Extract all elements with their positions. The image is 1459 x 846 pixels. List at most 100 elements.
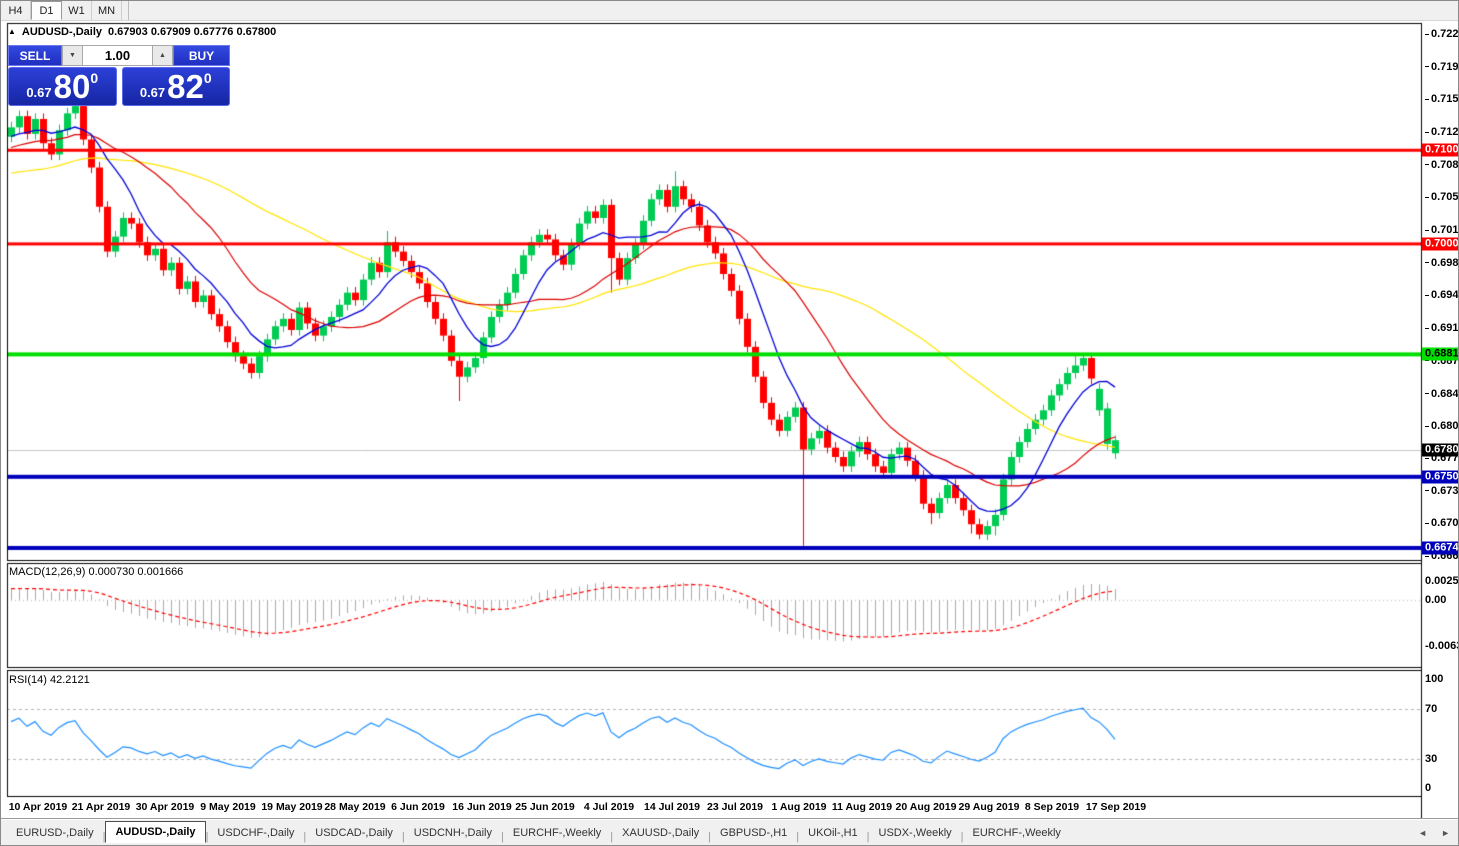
- chart-canvas[interactable]: [1, 1, 1458, 821]
- sell-price-button[interactable]: 0.67 80 0: [8, 67, 117, 106]
- tab-separator: |: [708, 831, 712, 843]
- tab-usdcnh-daily[interactable]: USDCNH-,Daily: [413, 827, 492, 839]
- volume-input[interactable]: [83, 45, 152, 66]
- tick-mark: [1425, 262, 1429, 264]
- volume-decrease-button[interactable]: ▼: [62, 45, 83, 66]
- tick-mark: [1425, 66, 1429, 68]
- toolbar-separator: [122, 1, 129, 20]
- timeframe-button-mn[interactable]: MN: [92, 1, 122, 20]
- tab-separator: |: [796, 831, 800, 843]
- tab-eurchf-weekly[interactable]: EURCHF-,Weekly: [972, 827, 1061, 839]
- one-click-trade-panel: SELL ▼ ▲ BUY 0.67 80 0 0.67 82 0: [8, 45, 230, 106]
- price-level-tag[interactable]: 0.67800: [1422, 443, 1458, 457]
- date-label: 1 Aug 2019: [771, 801, 827, 813]
- macd-axis-label: 0.002574: [1425, 575, 1459, 588]
- volume-increase-button[interactable]: ▲: [152, 45, 173, 66]
- date-label: 4 Jul 2019: [583, 801, 635, 813]
- tick-mark: [1425, 490, 1429, 492]
- price-level-tag[interactable]: 0.71005: [1422, 143, 1458, 157]
- macd-axis-label: 0.00: [1425, 594, 1447, 606]
- timeframe-button-h4[interactable]: H4: [1, 1, 31, 20]
- price-tick-label: 0.69450: [1425, 289, 1458, 301]
- price-level-tag[interactable]: 0.68819: [1422, 347, 1458, 361]
- tab-ukoil-h1[interactable]: UKOil-,H1: [808, 827, 858, 839]
- date-label: 17 Sep 2019: [1085, 801, 1147, 813]
- price-axis: 0.72250 0.71900 0.71550 0.71200 0.70850 0.705…: [1422, 1, 1458, 821]
- buy-price-prefix: 0.67: [139, 85, 166, 100]
- tab-scroll-right-icon[interactable]: ►: [1441, 828, 1450, 838]
- price-tick-label: 0.70150: [1425, 224, 1458, 236]
- timeframe-button-w1[interactable]: W1: [62, 1, 92, 20]
- date-label: 11 Aug 2019: [831, 801, 893, 813]
- price-tick-label: 0.70850: [1425, 159, 1458, 171]
- tab-xauusd-daily[interactable]: XAUUSD-,Daily: [622, 827, 700, 839]
- tick-mark: [1425, 522, 1429, 524]
- rsi-axis-label: 30: [1425, 753, 1438, 765]
- tab-usdchf-daily[interactable]: USDCHF-,Daily: [217, 827, 295, 839]
- date-label: 20 Aug 2019: [895, 801, 957, 813]
- buy-price-sup: 0: [203, 70, 212, 86]
- price-level-tag[interactable]: 0.67508: [1422, 470, 1458, 484]
- tab-separator: |: [102, 831, 106, 843]
- date-label: 16 Jun 2019: [452, 801, 512, 813]
- tab-separator: |: [960, 831, 964, 843]
- date-label: 25 Jun 2019: [515, 801, 575, 813]
- price-tick-label: 0.69800: [1425, 257, 1458, 269]
- price-level-tag[interactable]: 0.66746: [1422, 541, 1458, 555]
- buy-price-button[interactable]: 0.67 82 0: [121, 67, 230, 106]
- sell-button[interactable]: SELL: [8, 45, 62, 66]
- date-label: 10 Apr 2019: [8, 801, 68, 813]
- tick-mark: [1425, 295, 1429, 297]
- price-tick-label: 0.67010: [1425, 517, 1458, 529]
- one-click-panel-toggle-icon[interactable]: ▲: [8, 27, 16, 36]
- date-label: 6 Jun 2019: [391, 801, 445, 813]
- tick-mark: [1425, 229, 1429, 231]
- tab-usdcad-daily[interactable]: USDCAD-,Daily: [315, 827, 393, 839]
- price-tick-label: 0.68400: [1425, 388, 1458, 400]
- tab-audusd-daily[interactable]: AUDUSD-,Daily: [105, 821, 206, 843]
- tab-separator: |: [303, 831, 307, 843]
- sell-price-sup: 0: [90, 70, 99, 86]
- timeframe-button-d1[interactable]: D1: [31, 1, 62, 20]
- chart-ohlc-quotes: 0.67903 0.67909 0.67776 0.67800: [108, 26, 277, 38]
- tab-separator: |: [205, 831, 209, 843]
- chart-symbol-label: AUDUSD-,Daily: [21, 26, 102, 38]
- date-label: 14 Jul 2019: [643, 801, 701, 813]
- tick-mark: [1425, 327, 1429, 329]
- tab-separator: |: [610, 831, 614, 843]
- macd-axis-label: -0.00632: [1425, 640, 1458, 653]
- price-tick-label: 0.71900: [1425, 61, 1458, 73]
- price-tick-label: 0.71200: [1425, 126, 1458, 138]
- price-tick-label: 0.72250: [1425, 28, 1458, 40]
- rsi-label: RSI(14) 42.2121: [9, 674, 90, 686]
- tab-scroll-left-icon[interactable]: ◄: [1418, 828, 1428, 838]
- rsi-axis-label: 70: [1425, 703, 1438, 715]
- tick-mark: [1425, 393, 1429, 395]
- price-tick-label: 0.69100: [1425, 322, 1458, 334]
- tab-eurchf-weekly[interactable]: EURCHF-,Weekly: [512, 827, 602, 839]
- tab-separator: |: [866, 831, 870, 843]
- price-tick-label: 0.70500: [1425, 191, 1458, 203]
- tab-usdx-weekly[interactable]: USDX-,Weekly: [878, 827, 952, 839]
- tab-eurusd-daily[interactable]: EURUSD-,Daily: [16, 827, 94, 839]
- price-tick-label: 0.68050: [1425, 420, 1458, 432]
- tab-scroller: ◄ ►: [1418, 828, 1450, 838]
- tick-mark: [1425, 98, 1429, 100]
- chart-header: ▲ AUDUSD-,Daily 0.67903 0.67909 0.67776 …: [8, 26, 276, 38]
- date-label: 29 Aug 2019: [958, 801, 1020, 813]
- macd-values: 0.000730 0.001666: [88, 566, 184, 578]
- sell-price-big: 80: [53, 68, 91, 105]
- tick-mark: [1425, 197, 1429, 198]
- tick-mark: [1425, 555, 1429, 557]
- tab-gbpusd-h1[interactable]: GBPUSD-,H1: [720, 827, 788, 839]
- price-level-tag[interactable]: 0.70002: [1422, 237, 1458, 251]
- date-label: 21 Apr 2019: [71, 801, 131, 813]
- date-label: 8 Sep 2019: [1024, 801, 1080, 813]
- rsi-name: RSI(14): [9, 674, 47, 686]
- tick-mark: [1425, 360, 1429, 362]
- tab-separator: |: [401, 831, 405, 843]
- sell-price-prefix: 0.67: [26, 85, 52, 100]
- buy-button[interactable]: BUY: [173, 45, 230, 66]
- date-label: 9 May 2019: [200, 801, 256, 813]
